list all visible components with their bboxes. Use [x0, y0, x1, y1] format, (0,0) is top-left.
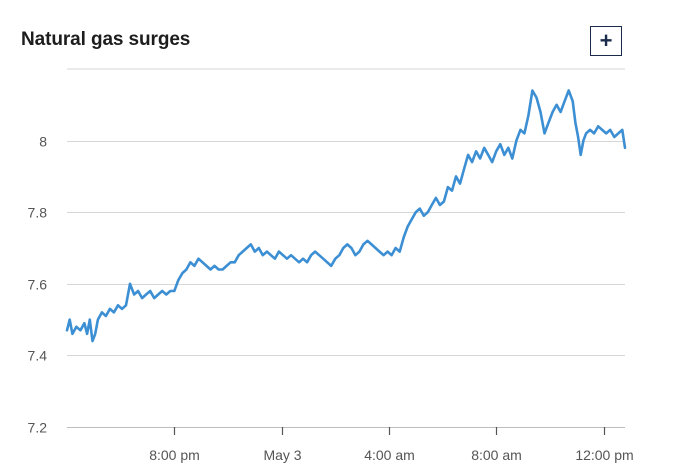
y-tick-label: 8	[39, 134, 47, 150]
grid-lines	[67, 68, 625, 428]
series-layer	[65, 89, 627, 343]
x-tick-label: 4:00 am	[364, 447, 415, 463]
y-tick-label: 7.8	[28, 205, 48, 221]
chart-title: Natural gas surges	[21, 29, 191, 50]
expand-chart-button[interactable]: +	[590, 26, 622, 56]
y-tick-label: 7.4	[28, 348, 48, 364]
x-tick-label: May 3	[263, 447, 301, 463]
y-axis-tick-labels: 7.2 7.4 7.6 7.8 8	[28, 134, 48, 436]
x-tick-label: 8:00 am	[471, 447, 522, 463]
plus-icon: +	[599, 28, 613, 53]
x-tick-label: 12:00 pm	[575, 447, 633, 463]
y-tick-label: 7.6	[28, 277, 48, 293]
x-axis: 8:00 pm May 3 4:00 am 8:00 am 12:00 pm	[149, 427, 634, 463]
y-tick-label: 7.2	[28, 420, 48, 436]
series-line	[65, 89, 627, 343]
x-tick-label: 8:00 pm	[149, 447, 200, 463]
